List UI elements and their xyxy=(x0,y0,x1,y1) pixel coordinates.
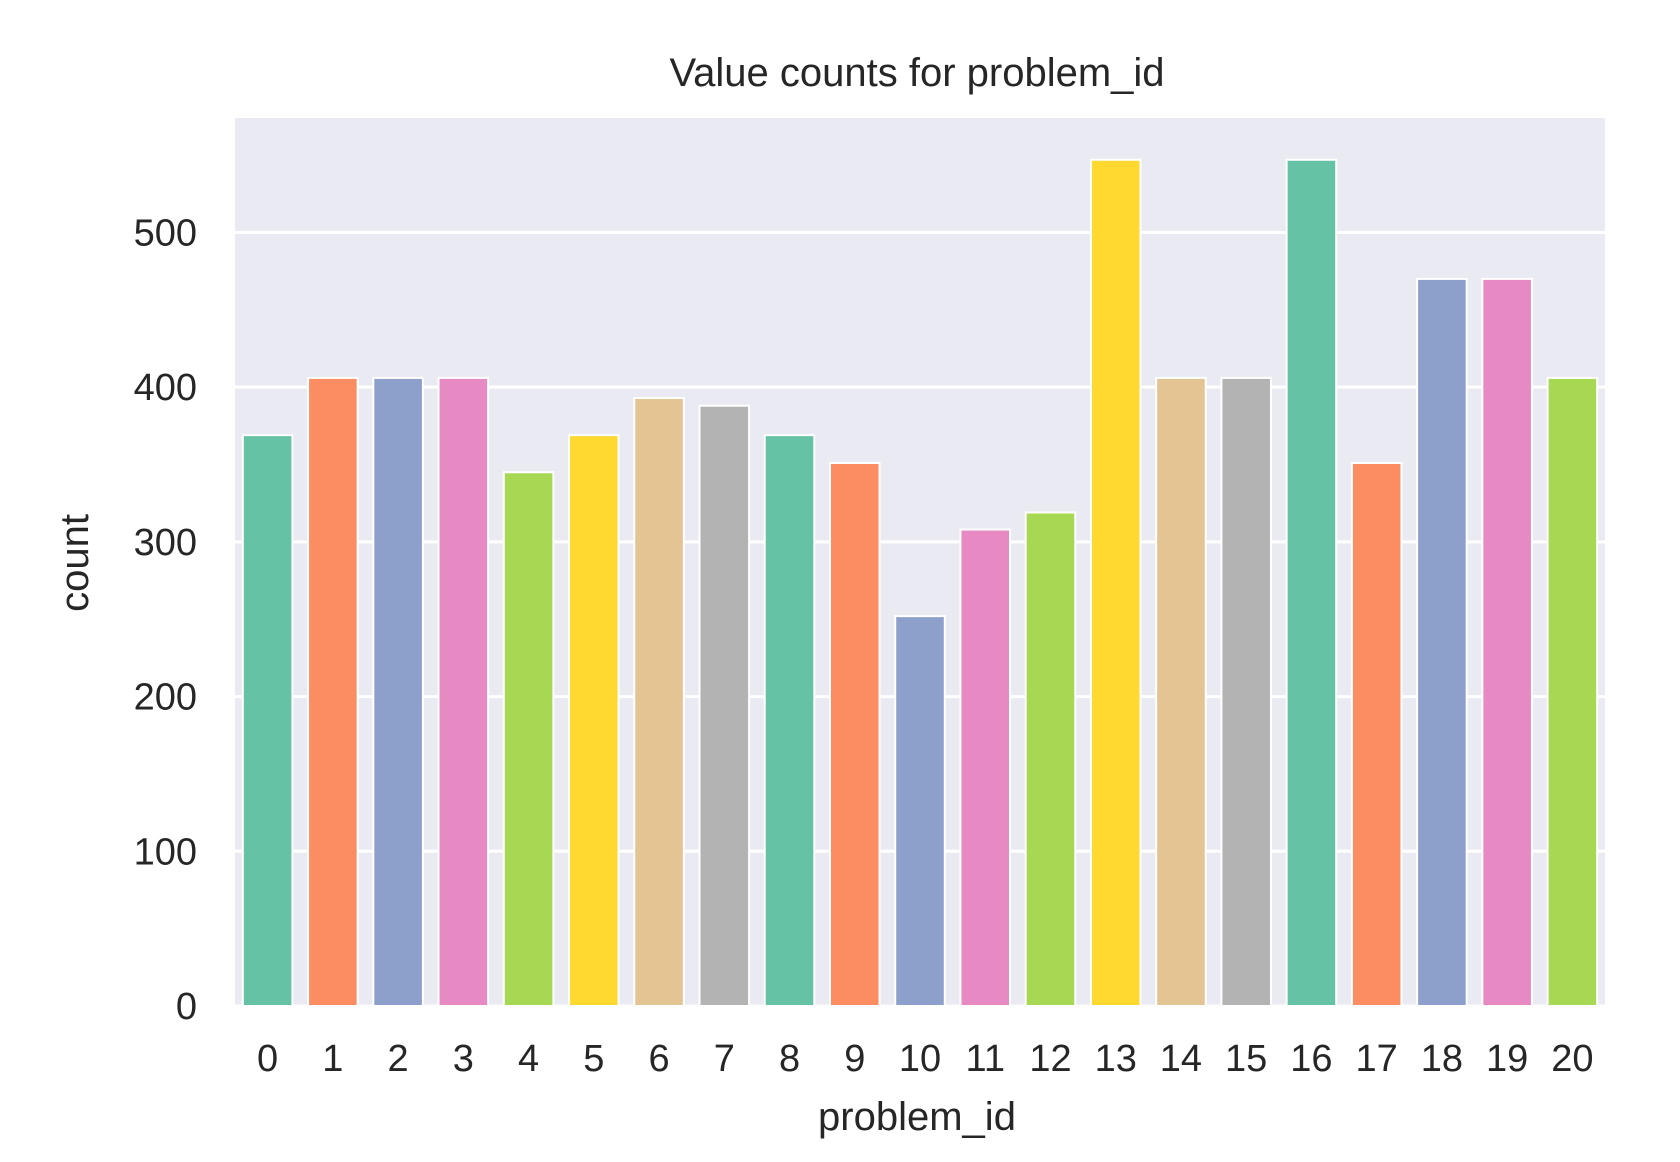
x-tick-label: 4 xyxy=(518,1038,539,1080)
bar-11 xyxy=(959,528,1012,1007)
bar-14 xyxy=(1155,376,1207,1007)
bar-4 xyxy=(502,471,555,1007)
bar-15 xyxy=(1220,376,1272,1007)
x-axis-ticks: 0 1 2 3 4 5 6 7 8 9 10 11 12 13 14 15 16 17 18 19 20 xyxy=(257,1038,1593,1080)
x-tick-label: 10 xyxy=(899,1038,941,1080)
x-tick-label: 6 xyxy=(648,1038,669,1080)
x-tick-label: 14 xyxy=(1160,1038,1202,1080)
x-tick-label: 19 xyxy=(1486,1038,1528,1080)
bar-16 xyxy=(1285,158,1338,1008)
x-tick-label: 2 xyxy=(388,1038,409,1080)
bar-20 xyxy=(1546,376,1599,1007)
y-tick-label: 200 xyxy=(134,677,197,719)
bar-7 xyxy=(698,404,751,1007)
y-axis-ticks: 0 100 200 300 400 500 xyxy=(134,212,197,1028)
x-tick-label: 15 xyxy=(1225,1038,1267,1080)
bar-3 xyxy=(437,376,490,1007)
bar-17 xyxy=(1350,461,1403,1007)
y-tick-label: 500 xyxy=(134,212,197,254)
y-tick-label: 100 xyxy=(134,831,197,873)
x-tick-label: 20 xyxy=(1551,1038,1593,1080)
bar-13 xyxy=(1089,158,1142,1008)
bars xyxy=(241,158,1599,1008)
bar-0 xyxy=(241,434,294,1007)
chart-title: Value counts for problem_id xyxy=(669,51,1164,95)
bar-9 xyxy=(828,461,881,1007)
bar-19 xyxy=(1481,277,1533,1008)
y-tick-label: 400 xyxy=(134,367,197,409)
x-tick-label: 0 xyxy=(257,1038,278,1080)
y-axis-label: count xyxy=(53,514,97,612)
x-tick-label: 11 xyxy=(966,1038,1005,1080)
x-tick-label: 18 xyxy=(1421,1038,1463,1080)
bar-1 xyxy=(307,376,359,1007)
x-axis-label: problem_id xyxy=(818,1095,1016,1139)
x-tick-label: 13 xyxy=(1095,1038,1137,1080)
x-tick-label: 1 xyxy=(322,1038,343,1080)
x-tick-label: 16 xyxy=(1290,1038,1332,1080)
bar-10 xyxy=(894,615,946,1008)
x-tick-label: 8 xyxy=(779,1038,800,1080)
bar-8 xyxy=(763,434,816,1007)
x-tick-label: 12 xyxy=(1029,1038,1071,1080)
y-tick-label: 0 xyxy=(176,986,197,1028)
x-tick-label: 5 xyxy=(583,1038,604,1080)
x-tick-label: 9 xyxy=(844,1038,865,1080)
bar-5 xyxy=(568,434,620,1007)
bar-12 xyxy=(1024,511,1077,1007)
x-tick-label: 7 xyxy=(714,1038,735,1080)
bar-6 xyxy=(633,397,685,1008)
y-tick-label: 300 xyxy=(134,522,197,564)
bar-2 xyxy=(372,376,424,1007)
x-tick-label: 17 xyxy=(1356,1038,1398,1080)
x-tick-label: 3 xyxy=(453,1038,474,1080)
bar-18 xyxy=(1416,277,1468,1008)
